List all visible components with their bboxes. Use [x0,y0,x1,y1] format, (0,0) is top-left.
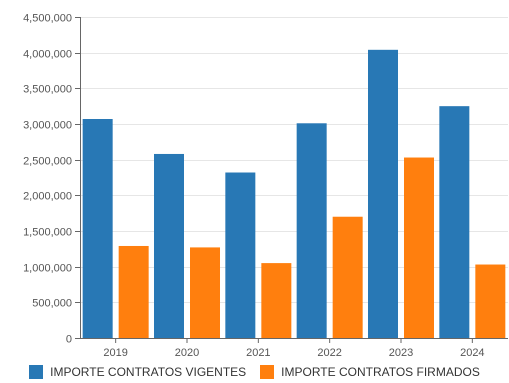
legend-label-firmados: IMPORTE CONTRATOS FIRMADOS [281,365,480,379]
legend-item-firmados[interactable]: IMPORTE CONTRATOS FIRMADOS [260,365,480,379]
x-tick-label: 2024 [460,347,484,359]
bar-firmados-2024 [475,264,506,338]
x-tick-label: 2023 [389,347,413,359]
legend-swatch-firmados [260,365,275,379]
y-tick-label: 2,000,000 [23,191,72,203]
y-tick-label: 3,500,000 [23,84,72,96]
x-tick-label: 2021 [246,347,270,359]
bar-firmados-2022 [332,216,363,338]
legend-swatch-vigentes [29,365,44,379]
bar-vigentes-2022 [296,123,327,338]
bar-vigentes-2024 [439,106,470,339]
bar-vigentes-2020 [154,153,184,338]
x-tick-label: 2022 [317,347,341,359]
y-tick-label: 4,500,000 [23,13,72,25]
grid-lines [80,17,508,303]
bar-firmados-2021 [261,263,292,338]
chart-legend: IMPORTE CONTRATOS VIGENTES IMPORTE CONTR… [0,362,509,382]
x-tick-label: 2020 [175,347,199,359]
y-tick-label: 3,000,000 [23,120,72,132]
chart-plot-area: 0 500,000 1,000,000 1,500,000 2,000,000 2,500… [23,13,508,359]
y-tick-label: 2,500,000 [23,156,72,168]
bar-vigentes-2019 [82,119,113,338]
bar-vigentes-2021 [225,172,256,338]
y-tick-label: 500,000 [32,298,72,310]
legend-label-vigentes: IMPORTE CONTRATOS VIGENTES [50,365,247,379]
bar-firmados-2023 [404,157,434,338]
y-tick-label: 4,000,000 [23,49,72,61]
y-tick-label: 0 [66,334,72,346]
bar-vigentes-2023 [368,49,398,339]
y-tick-label: 1,500,000 [23,227,72,239]
x-tick-label: 2019 [103,347,127,359]
y-tick-label: 1,000,000 [23,263,72,275]
bar-firmados-2019 [118,245,149,338]
legend-item-vigentes[interactable]: IMPORTE CONTRATOS VIGENTES [29,365,246,379]
bars [82,49,506,339]
axes: 0 500,000 1,000,000 1,500,000 2,000,000 2,500… [23,13,508,359]
bar-firmados-2020 [190,247,220,338]
